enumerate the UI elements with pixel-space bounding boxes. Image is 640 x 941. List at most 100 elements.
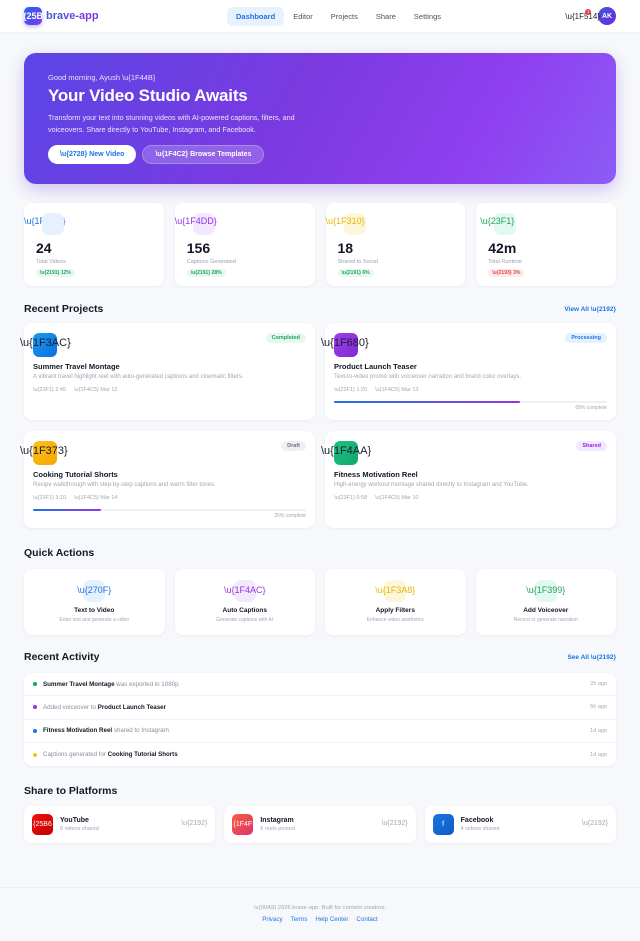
- hero-banner: Good morning, Ayush \u{1F44B} Your Video…: [24, 53, 616, 184]
- status-dot: [33, 728, 37, 733]
- stat-card-total-videos: \u{1F3AC} 24 Total Videos \u{2191} 12%: [24, 203, 164, 286]
- action-add-voiceover[interactable]: \u{1F399} Add Voiceover Record or genera…: [475, 569, 616, 635]
- progress-label: 68% complete: [575, 405, 607, 411]
- speech-bubble-icon: \u{1F4AC}: [223, 585, 266, 595]
- view-all-projects-link[interactable]: View All \u{2192}: [564, 306, 616, 313]
- footer: \u{00A9} 2026 brave-app. Built for conte…: [0, 887, 640, 941]
- nav-projects[interactable]: Projects: [330, 12, 358, 21]
- top-header: {25B brave-app Dashboard Editor Projects…: [0, 0, 640, 32]
- status-dot: [33, 682, 37, 687]
- stat-label: Captions Generated: [186, 259, 236, 265]
- quick-actions-row: \u{270F} Text to Video Enter text and ge…: [24, 569, 616, 635]
- browse-templates-button[interactable]: \u{1F4C2} Browse Templates: [142, 145, 265, 164]
- nav-settings[interactable]: Settings: [413, 12, 441, 21]
- notifications-button[interactable]: \u{1F514} 3: [565, 8, 600, 21]
- project-title: Product Launch Teaser: [334, 362, 417, 371]
- stat-trend: \u{2191} 6%: [337, 269, 374, 277]
- platform-facebook[interactable]: f Facebook 4 videos shared \u{2192}: [424, 806, 616, 843]
- stat-card-shared: \u{1F310} 18 Shared to Social \u{2191} 6…: [325, 203, 466, 286]
- project-card[interactable]: \u{1F3AC} Completed Summer Travel Montag…: [20, 323, 315, 420]
- date: \u{1F4C5} Mar 10: [375, 495, 419, 501]
- new-video-button[interactable]: \u{2728} New Video: [48, 145, 137, 164]
- activity-subject: Cooking Tutorial Shorts: [107, 751, 178, 759]
- activity-subject: Fitness Motivation Reel: [43, 727, 113, 735]
- duration: \u{23F1} 1:20: [334, 387, 368, 393]
- stat-trend: \u{2191} 28%: [186, 269, 226, 277]
- microphone-icon: \u{1F399}: [526, 585, 566, 595]
- duration: \u{23F1} 2:45: [33, 387, 67, 393]
- stat-card-runtime: \u{23F1} 42m Total Runtime \u{2193} 3%: [476, 203, 616, 286]
- project-card[interactable]: \u{1F373} Draft Cooking Tutorial Shorts …: [20, 431, 315, 528]
- project-card[interactable]: \u{1F680} Processing Product Launch Teas…: [321, 323, 616, 420]
- action-auto-captions[interactable]: \u{1F4AC} Auto Captions Generate caption…: [174, 569, 315, 635]
- activity-item[interactable]: Fitness Motivation Reel shared to Instag…: [24, 720, 616, 743]
- action-subtitle: Enter text and generate a video: [59, 617, 130, 623]
- privacy-link[interactable]: Privacy: [262, 916, 283, 923]
- date: \u{1F4C5} Mar 13: [375, 387, 419, 393]
- contact-link[interactable]: Contact: [356, 916, 378, 923]
- brand[interactable]: {25B brave-app: [24, 7, 99, 25]
- status-badge: Processing: [565, 333, 607, 343]
- stat-trend: \u{2193} 3%: [488, 269, 525, 277]
- stat-label: Total Runtime: [488, 259, 522, 265]
- nav-dashboard[interactable]: Dashboard: [227, 7, 285, 26]
- date: \u{1F4C5} Mar 12: [74, 387, 118, 393]
- project-meta: \u{23F1} 0:58 \u{1F4C5} Mar 10: [334, 495, 418, 501]
- project-meta: \u{23F1} 2:45 \u{1F4C5} Mar 12: [33, 387, 117, 393]
- platform-youtube[interactable]: {25B6 YouTube 8 videos shared \u{2192}: [24, 806, 216, 843]
- terms-link[interactable]: Terms: [290, 916, 308, 923]
- footer-links: Privacy Terms Help Center Contact: [0, 916, 640, 923]
- platform-instagram[interactable]: {1F4F Instagram 6 reels posted \u{2192}: [224, 806, 416, 843]
- quick-actions-heading: Quick Actions: [24, 547, 95, 559]
- see-all-activity-link[interactable]: See All \u{2192}: [567, 654, 616, 661]
- activity-time: 1d ago: [590, 751, 607, 758]
- pencil-icon: \u{270F}: [77, 585, 112, 595]
- action-subtitle: Generate captions with AI: [216, 617, 274, 623]
- project-meta: \u{23F1} 1:20 \u{1F4C5} Mar 13: [334, 387, 418, 393]
- recent-projects-heading: Recent Projects: [24, 303, 104, 315]
- activity-time: 2h ago: [590, 681, 607, 688]
- status-badge: Completed: [265, 333, 306, 343]
- action-title: Apply Filters: [375, 607, 415, 614]
- palette-icon: \u{1F3A8}: [375, 585, 416, 595]
- stats-row: \u{1F3AC} 24 Total Videos \u{2191} 12% \…: [24, 203, 616, 286]
- project-title: Summer Travel Montage: [33, 362, 120, 371]
- stat-value: 24: [36, 240, 52, 256]
- stat-card-captions: \u{1F4DD} 156 Captions Generated \u{2191…: [174, 203, 315, 286]
- date: \u{1F4C5} Mar 14: [74, 495, 118, 501]
- action-text-to-video[interactable]: \u{270F} Text to Video Enter text and ge…: [24, 569, 165, 635]
- activity-time: 1d ago: [590, 727, 607, 734]
- stat-value: 156: [186, 240, 211, 256]
- main-nav: Dashboard Editor Projects Share Settings: [227, 7, 450, 26]
- bell-icon: \u{1F514}: [565, 11, 600, 21]
- platforms-row: {25B6 YouTube 8 videos shared \u{2192} {…: [24, 806, 616, 843]
- project-thumbnail: [33, 333, 57, 357]
- header-actions: \u{1F514} 3 AK: [565, 7, 616, 25]
- progress-bar: [334, 401, 607, 403]
- activity-item[interactable]: Summer Travel Montage was exported in 10…: [24, 673, 616, 697]
- platform-name: Facebook: [460, 817, 494, 824]
- action-apply-filters[interactable]: \u{1F3A8} Apply Filters Enhance video ae…: [325, 569, 466, 635]
- stat-label: Total Videos: [36, 259, 66, 265]
- help-center-link[interactable]: Help Center: [315, 916, 349, 923]
- project-description: High-energy workout montage shared direc…: [334, 482, 529, 488]
- stat-trend: \u{2191} 12%: [36, 269, 75, 277]
- platform-name: YouTube: [60, 817, 89, 824]
- arrow-right-icon: \u{2192}: [581, 820, 608, 827]
- activity-item[interactable]: Added voiceover to Product Launch Teaser…: [24, 696, 616, 720]
- project-card[interactable]: \u{1F4AA} Shared Fitness Motivation Reel…: [321, 431, 616, 528]
- nav-share[interactable]: Share: [375, 12, 396, 21]
- action-subtitle: Record or generate narration: [513, 617, 578, 623]
- projects-grid: \u{1F3AC} Completed Summer Travel Montag…: [20, 323, 616, 528]
- copyright: \u{00A9} 2026 brave-app. Built for conte…: [253, 905, 387, 911]
- user-avatar[interactable]: AK: [598, 7, 616, 25]
- project-description: A vibrant travel highlight reel with aut…: [33, 374, 244, 380]
- activity-list: Summer Travel Montage was exported in 10…: [24, 673, 616, 767]
- instagram-icon: {1F4F: [232, 814, 254, 835]
- nav-editor[interactable]: Editor: [293, 12, 313, 21]
- facebook-icon: f: [432, 814, 454, 835]
- activity-subject: Product Launch Teaser: [97, 703, 167, 711]
- arrow-right-icon: \u{2192}: [381, 820, 408, 827]
- hero-title: Your Video Studio Awaits: [48, 86, 248, 105]
- activity-item[interactable]: Captions generated for Cooking Tutorial …: [24, 743, 616, 766]
